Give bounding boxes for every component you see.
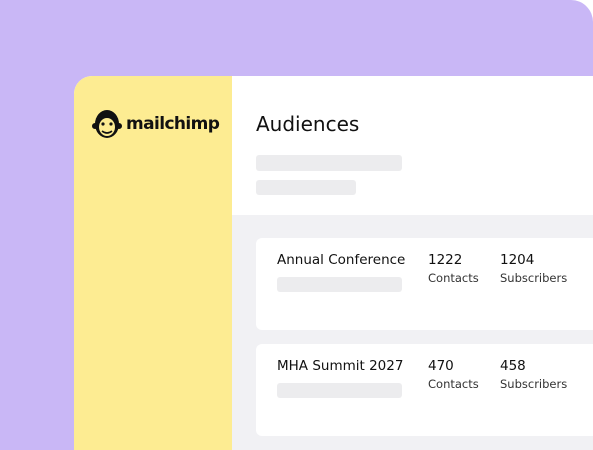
contacts-count: 470 (428, 358, 454, 374)
audience-card[interactable]: Annual Conference 1222 Contacts 1204 Subscri… (256, 238, 593, 330)
placeholder (256, 180, 356, 195)
placeholder (277, 277, 402, 292)
audience-name: Annual Conference (277, 252, 406, 268)
contacts-label: Contacts (428, 271, 479, 285)
list-area: Annual Conference 1222 Contacts 1204 Subscri… (232, 215, 593, 450)
placeholder (277, 383, 402, 398)
subscribers-label: Subscribers (500, 271, 568, 285)
subscribers-label: Subscribers (500, 377, 568, 391)
subscribers-count: 458 (500, 358, 526, 374)
app-window: mailchimp Audiences Annual Conference 122… (74, 76, 593, 450)
subscribers-count: 1204 (500, 252, 535, 268)
logo-text: mailchimp (126, 114, 220, 134)
placeholder (256, 155, 402, 171)
sidebar: mailchimp (74, 76, 232, 450)
contacts-count: 1222 (428, 252, 463, 268)
audience-card[interactable]: MHA Summit 2027 470 Contacts 458 Subscribers (256, 344, 593, 436)
main-panel: Audiences Annual Conference 1222 Contacts 1… (232, 76, 593, 450)
page-title: Audiences (256, 112, 360, 136)
logo-icon (92, 110, 122, 138)
contacts-label: Contacts (428, 377, 479, 391)
logo[interactable]: mailchimp (92, 108, 220, 140)
audience-name: MHA Summit 2027 (277, 358, 404, 374)
